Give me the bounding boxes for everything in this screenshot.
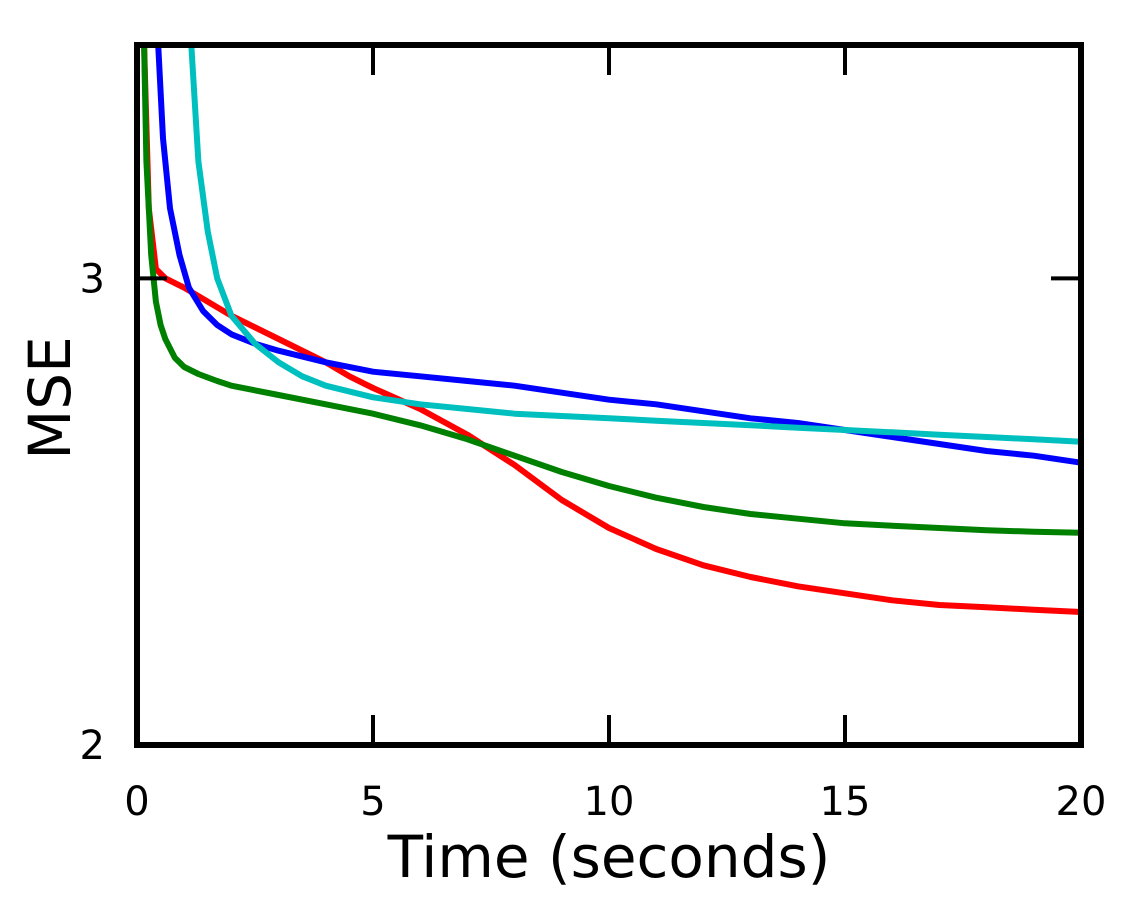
x-tick-label: 15	[820, 779, 871, 825]
y-tick-label: 3	[80, 256, 105, 302]
x-tick-label: 20	[1056, 779, 1107, 825]
y-axis-title: MSE	[16, 336, 84, 460]
plot-frame	[134, 42, 1084, 748]
x-axis-title: Time (seconds)	[387, 823, 831, 891]
x-tick-label: 0	[124, 779, 149, 825]
y-tick-label: 2	[80, 723, 105, 769]
plot-background	[137, 45, 1081, 745]
series-line-4	[188, 44, 1082, 445]
series-line-3	[141, 44, 1082, 536]
series-line-2	[155, 44, 1082, 466]
x-tick-label: 5	[360, 779, 385, 825]
x-tick-label: 10	[584, 779, 635, 825]
label-layer: 0 5 10 15 20 2 3	[80, 256, 1107, 825]
series-layer	[141, 44, 1082, 615]
